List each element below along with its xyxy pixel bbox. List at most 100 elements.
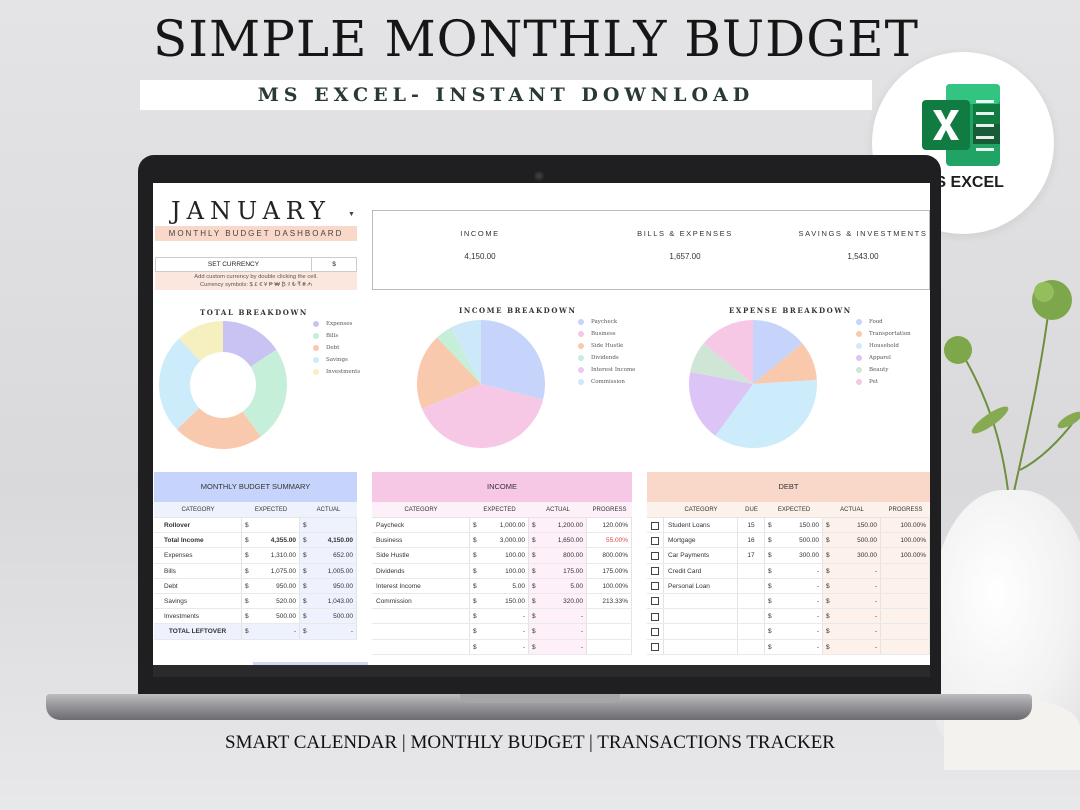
debt-progress-cell[interactable]: 100.00%: [881, 548, 930, 563]
debt-expected-cell[interactable]: 150.00: [777, 518, 823, 533]
debt-expected-cell[interactable]: 500.00: [777, 533, 823, 548]
debt-due-cell[interactable]: [738, 609, 765, 624]
summary-currency-cell[interactable]: $: [300, 563, 312, 578]
income-currency-cell[interactable]: $: [529, 563, 541, 578]
debt-progress-cell[interactable]: [881, 578, 930, 593]
income-actual-cell[interactable]: -: [541, 639, 587, 654]
summary-currency-cell[interactable]: $: [300, 548, 312, 563]
summary-expected-cell[interactable]: 4,355.00: [254, 533, 300, 548]
summary-currency-cell[interactable]: $: [300, 609, 312, 624]
paid-checkbox[interactable]: [651, 521, 659, 530]
income-actual-cell[interactable]: 1,200.00: [541, 518, 587, 533]
summary-actual-cell[interactable]: 4,150.00: [312, 533, 357, 548]
summary-category-cell[interactable]: TOTAL LEFTOVER: [154, 624, 242, 639]
summary-expected-cell[interactable]: 500.00: [254, 609, 300, 624]
income-progress-cell[interactable]: 213.33%: [587, 593, 632, 609]
income-currency-cell[interactable]: $: [473, 567, 477, 575]
debt-currency-cell[interactable]: $: [823, 624, 835, 639]
income-category-cell[interactable]: Dividends: [372, 563, 470, 578]
debt-currency-cell[interactable]: $: [768, 552, 772, 560]
income-actual-cell[interactable]: 5.00: [541, 578, 587, 593]
paid-checkbox[interactable]: [651, 536, 659, 545]
income-currency-cell[interactable]: $: [529, 609, 541, 624]
income-currency-cell[interactable]: $: [473, 582, 477, 590]
paid-checkbox[interactable]: [651, 551, 659, 560]
income-expected-cell[interactable]: 100.00: [482, 563, 529, 578]
income-progress-cell[interactable]: [587, 639, 632, 654]
paid-checkbox[interactable]: [651, 612, 659, 621]
debt-currency-cell[interactable]: $: [823, 609, 835, 624]
summary-category-cell[interactable]: Savings: [154, 593, 242, 609]
summary-actual-cell[interactable]: 950.00: [312, 578, 357, 593]
income-currency-cell[interactable]: $: [473, 613, 477, 621]
debt-category-cell[interactable]: Student Loans: [664, 518, 738, 533]
summary-currency-cell[interactable]: $: [245, 552, 249, 560]
income-expected-cell[interactable]: 3,000.00: [482, 533, 529, 548]
paid-checkbox[interactable]: [651, 627, 659, 636]
debt-due-cell[interactable]: 15: [738, 518, 765, 533]
debt-progress-cell[interactable]: [881, 563, 930, 578]
income-category-cell[interactable]: [372, 639, 470, 654]
paid-checkbox[interactable]: [651, 582, 659, 591]
summary-currency-cell[interactable]: $: [300, 518, 312, 533]
debt-due-cell[interactable]: 17: [738, 548, 765, 563]
debt-currency-cell[interactable]: $: [823, 639, 835, 654]
income-progress-cell[interactable]: [587, 624, 632, 639]
debt-actual-cell[interactable]: 500.00: [835, 533, 881, 548]
summary-currency-cell[interactable]: $: [245, 597, 249, 605]
summary-currency-cell[interactable]: $: [245, 582, 249, 590]
summary-currency-cell[interactable]: $: [300, 624, 312, 639]
income-expected-cell[interactable]: 1,000.00: [482, 518, 529, 533]
summary-currency-cell[interactable]: $: [245, 567, 249, 575]
sheet-scroll-tab[interactable]: [253, 662, 368, 665]
debt-category-cell[interactable]: [664, 609, 738, 624]
debt-currency-cell[interactable]: $: [768, 613, 772, 621]
summary-currency-cell[interactable]: $: [300, 533, 312, 548]
summary-actual-cell[interactable]: -: [312, 624, 357, 639]
income-currency-cell[interactable]: $: [473, 552, 477, 560]
income-expected-cell[interactable]: 100.00: [482, 548, 529, 563]
income-progress-cell[interactable]: 55.00%: [587, 533, 632, 548]
debt-category-cell[interactable]: [664, 639, 738, 654]
debt-expected-cell[interactable]: -: [777, 609, 823, 624]
summary-currency-cell[interactable]: $: [245, 522, 249, 529]
currency-cell[interactable]: $: [311, 258, 356, 271]
summary-currency-cell[interactable]: $: [300, 593, 312, 609]
debt-progress-cell[interactable]: [881, 593, 930, 609]
debt-category-cell[interactable]: [664, 593, 738, 609]
summary-currency-cell[interactable]: $: [245, 537, 249, 545]
debt-category-cell[interactable]: [664, 624, 738, 639]
summary-expected-cell[interactable]: -: [254, 624, 300, 639]
summary-expected-cell[interactable]: [254, 518, 300, 533]
debt-expected-cell[interactable]: -: [777, 563, 823, 578]
debt-actual-cell[interactable]: 150.00: [835, 518, 881, 533]
income-currency-cell[interactable]: $: [529, 518, 541, 533]
debt-currency-cell[interactable]: $: [823, 533, 835, 548]
debt-actual-cell[interactable]: 300.00: [835, 548, 881, 563]
income-currency-cell[interactable]: $: [473, 522, 477, 529]
income-category-cell[interactable]: Paycheck: [372, 518, 470, 533]
income-category-cell[interactable]: Interest Income: [372, 578, 470, 593]
debt-due-cell[interactable]: [738, 593, 765, 609]
debt-currency-cell[interactable]: $: [768, 537, 772, 545]
debt-due-cell[interactable]: [738, 563, 765, 578]
income-progress-cell[interactable]: [587, 609, 632, 624]
debt-category-cell[interactable]: Car Payments: [664, 548, 738, 563]
summary-currency-cell[interactable]: $: [245, 613, 249, 621]
paid-checkbox[interactable]: [651, 597, 659, 606]
summary-category-cell[interactable]: Rollover: [154, 518, 242, 533]
debt-currency-cell[interactable]: $: [823, 518, 835, 533]
summary-actual-cell[interactable]: 1,005.00: [312, 563, 357, 578]
debt-currency-cell[interactable]: $: [768, 567, 772, 575]
summary-expected-cell[interactable]: 1,075.00: [254, 563, 300, 578]
income-category-cell[interactable]: [372, 609, 470, 624]
income-category-cell[interactable]: Commission: [372, 593, 470, 609]
income-currency-cell[interactable]: $: [529, 624, 541, 639]
summary-actual-cell[interactable]: 1,043.00: [312, 593, 357, 609]
income-currency-cell[interactable]: $: [473, 537, 477, 545]
debt-progress-cell[interactable]: 100.00%: [881, 533, 930, 548]
summary-category-cell[interactable]: Expenses: [154, 548, 242, 563]
debt-actual-cell[interactable]: -: [835, 624, 881, 639]
debt-actual-cell[interactable]: -: [835, 578, 881, 593]
debt-category-cell[interactable]: Credit Card: [664, 563, 738, 578]
